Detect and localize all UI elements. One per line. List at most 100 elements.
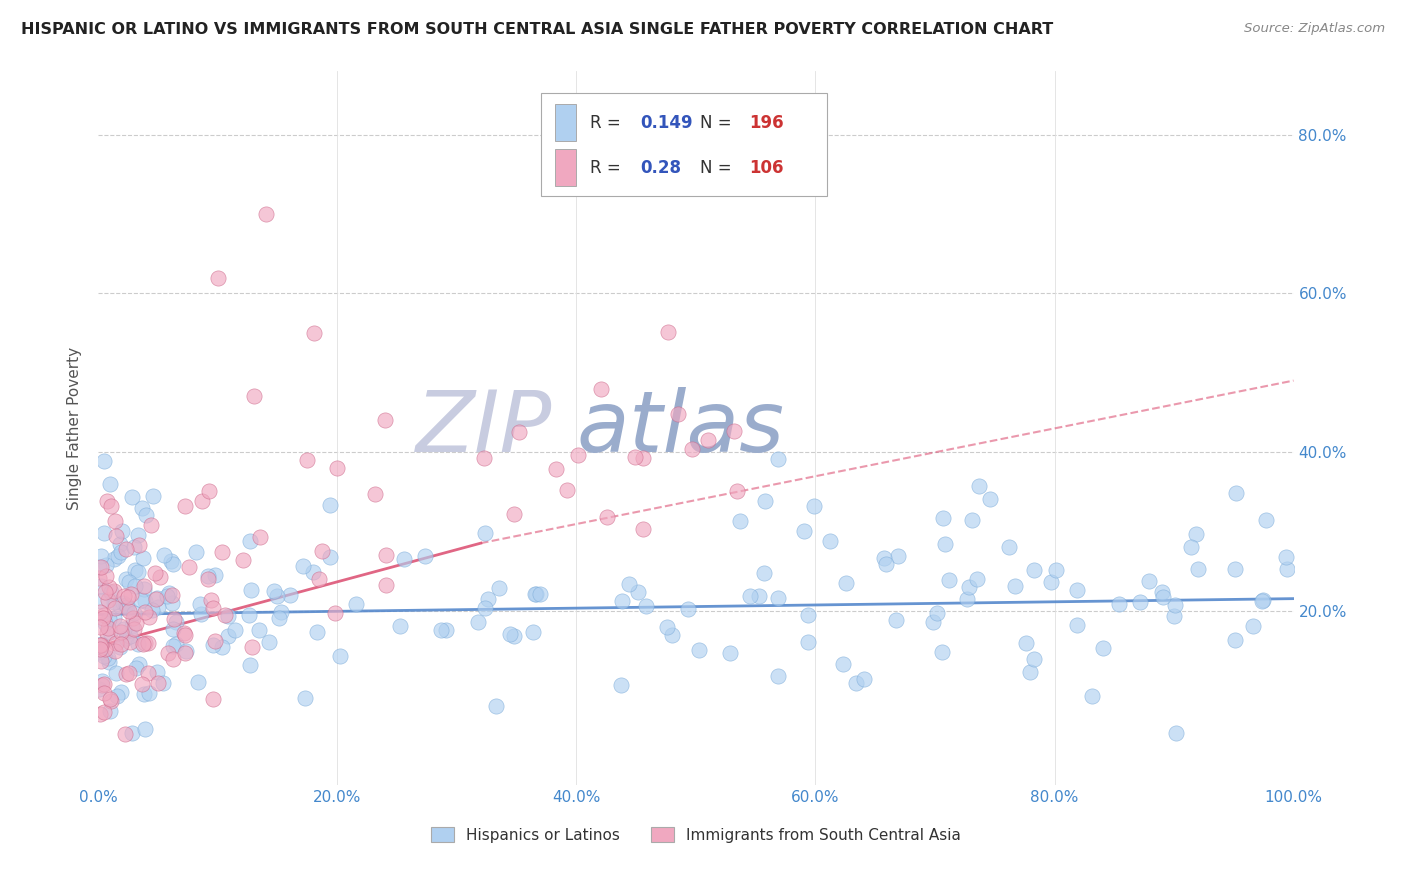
Point [104,644,127,658]
Point [1022,652,1045,666]
Point [966,572,988,586]
Point [738,589,761,603]
Point [131,677,153,691]
Point [138,686,160,700]
Point [344,597,367,611]
Point [121,619,143,633]
Point [93,648,115,663]
Point [1275,549,1298,564]
Point [127,566,149,580]
Point [853,672,876,686]
Point [162,622,184,636]
Point [132,687,155,701]
Point [121,726,143,740]
Point [93,677,115,691]
Point [100,500,122,514]
Point [162,652,184,666]
Point [177,559,200,574]
Point [124,563,146,577]
FancyBboxPatch shape [555,104,576,141]
Point [793,524,815,538]
Point [887,549,910,563]
Y-axis label: Single Father Poverty: Single Father Poverty [67,347,83,509]
Point [217,609,239,624]
Point [87,559,110,574]
Point [148,676,170,690]
Point [752,566,775,580]
Point [818,533,841,548]
Point [160,588,183,602]
Point [524,587,547,601]
Point [114,727,136,741]
Point [1187,562,1209,576]
Point [121,490,143,504]
Point [305,625,328,640]
Point [1150,584,1173,599]
Point [90,559,112,574]
Point [134,723,156,737]
Point [90,636,112,650]
Point [89,642,111,657]
Point [328,649,350,664]
Point [434,623,457,637]
Point [269,611,291,625]
Point [103,584,125,599]
Point [1045,563,1067,577]
Point [477,592,499,607]
Point [197,483,219,498]
Text: Source: ZipAtlas.com: Source: ZipAtlas.com [1244,22,1385,36]
Point [191,494,214,508]
Point [661,628,683,642]
Point [115,600,138,615]
Point [1080,690,1102,704]
Point [107,549,129,564]
Point [153,548,176,562]
Text: 196: 196 [749,114,783,132]
Point [247,623,270,637]
Point [617,577,640,591]
Point [97,651,120,665]
Point [430,623,453,637]
Point [114,542,136,557]
Point [266,589,288,603]
Point [156,589,179,603]
FancyBboxPatch shape [541,93,827,196]
Point [134,605,156,619]
Point [159,554,181,568]
Point [108,599,131,614]
Point [94,584,117,599]
Point [136,636,159,650]
Point [118,604,141,618]
Point [257,635,280,649]
Point [184,545,207,559]
Point [125,616,148,631]
Point [90,654,112,668]
Point [111,524,134,539]
Point [886,613,908,627]
Point [232,553,254,567]
Point [94,558,117,572]
Point [93,616,115,631]
Point [197,569,219,583]
Point [110,685,132,699]
Point [202,600,225,615]
Point [254,207,277,221]
Point [111,595,134,609]
Point [131,500,153,515]
Point [89,606,111,620]
Point [845,675,868,690]
Point [696,434,718,448]
Point [157,586,180,600]
Point [93,526,115,541]
Point [124,540,146,554]
Point [239,657,262,672]
Point [609,678,631,692]
Point [375,548,398,562]
Point [748,589,770,603]
Point [93,706,115,720]
Point [1225,486,1247,500]
Point [105,529,128,543]
Point [389,619,412,633]
Point [190,607,212,621]
Point [766,452,789,467]
